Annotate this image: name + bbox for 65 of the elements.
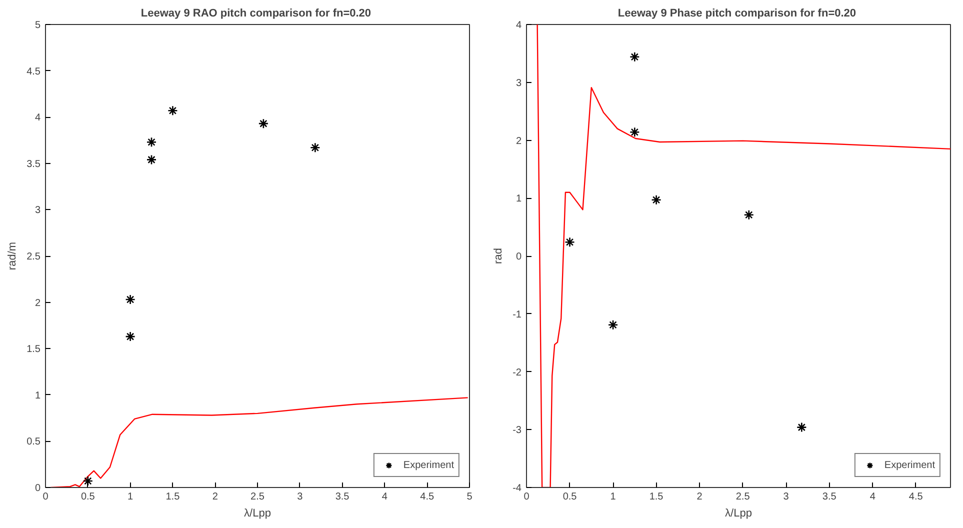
point <box>608 320 618 330</box>
y-tick-label: -3 <box>512 425 522 436</box>
point <box>146 154 157 165</box>
point <box>564 236 575 248</box>
y-tick-label: 1 <box>516 194 522 205</box>
y-axis-title: rad <box>492 248 505 264</box>
y-tick-label: 1 <box>34 390 41 402</box>
x-tick-label: 4.5 <box>420 492 434 502</box>
point <box>168 105 178 116</box>
y-tick-label: -4 <box>512 483 522 494</box>
y-tick-label: 0 <box>34 483 41 494</box>
y-tick-label: 5 <box>34 20 41 31</box>
y-tick-label: 1.5 <box>26 344 41 356</box>
x-tick-label: 2.5 <box>250 492 265 502</box>
x-tick-label: 1.5 <box>166 492 180 502</box>
x-tick-label: 3.5 <box>335 492 350 502</box>
x-tick-label: 5 <box>466 492 473 502</box>
point <box>310 142 320 153</box>
x-tick-label: 3 <box>783 492 790 502</box>
y-tick-label: 3 <box>516 78 522 89</box>
y-axis-title: rad/m <box>6 242 19 270</box>
x-tick-label: 4 <box>382 492 388 502</box>
chart-title: Leeway 9 RAO pitch comparison for fn=0.20 <box>140 8 372 20</box>
y-tick-label: 3 <box>34 205 41 216</box>
y-tick-label: -1 <box>512 309 522 320</box>
x-tick-label: 2.5 <box>736 492 750 502</box>
x-axis-title: λ/Lpp <box>725 508 752 520</box>
y-tick-label: 2 <box>34 298 41 309</box>
point <box>796 422 807 432</box>
y-tick-label: -2 <box>512 367 522 378</box>
x-tick-label: 3 <box>297 492 304 502</box>
y-tick-label: 4 <box>516 20 522 31</box>
y-tick-label: 4 <box>34 112 41 124</box>
point <box>125 294 136 305</box>
y-tick-label: 2 <box>516 136 522 147</box>
y-tick-label: 0.5 <box>26 436 41 448</box>
point <box>651 194 662 206</box>
point <box>125 331 136 342</box>
point <box>258 118 269 129</box>
x-tick-label: 4.5 <box>908 492 924 502</box>
x-tick-label: 4 <box>870 492 876 502</box>
x-axis-title: λ/Lpp <box>244 508 271 520</box>
y-tick-label: 4.5 <box>26 66 41 78</box>
x-tick-label: 2 <box>212 492 218 502</box>
x-tick-label: 2 <box>696 492 703 502</box>
line-series <box>536 24 950 488</box>
x-tick-label: 1 <box>610 492 616 502</box>
x-tick-label: 1.5 <box>649 492 664 502</box>
x-tick-label: 0.5 <box>562 492 578 502</box>
point <box>744 210 754 220</box>
point <box>82 476 94 486</box>
y-tick-label: 2.5 <box>26 252 41 262</box>
x-tick-label: 0 <box>42 492 49 502</box>
x-tick-label: 0.5 <box>80 492 96 502</box>
chart-title: Leeway 9 Phase pitch comparison for fn=0.20 <box>618 8 856 20</box>
y-tick-label: 0 <box>516 252 522 262</box>
x-tick-label: 0 <box>524 492 530 502</box>
x-tick-label: 1 <box>128 492 134 502</box>
point <box>630 52 640 62</box>
x-tick-label: 3.5 <box>822 492 837 502</box>
y-tick-label: 3.5 <box>26 158 41 170</box>
legend-label: Experiment <box>884 458 935 472</box>
legend-label: Experiment <box>403 458 454 472</box>
point <box>146 136 157 148</box>
point <box>630 127 640 138</box>
